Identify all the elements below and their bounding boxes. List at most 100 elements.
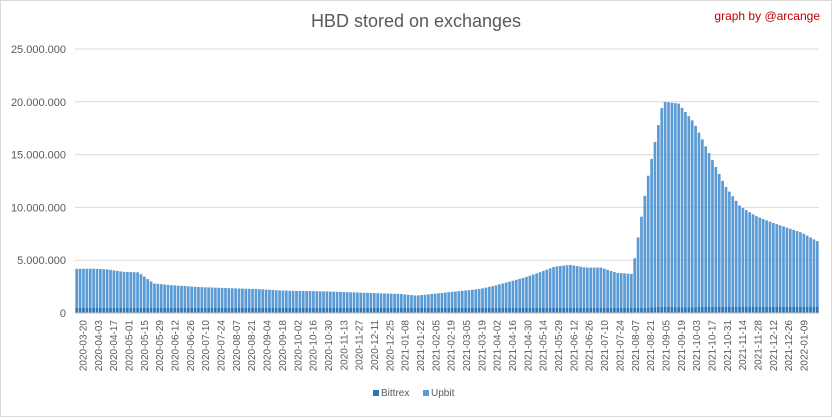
bar-bittrex [531, 307, 535, 313]
bar-upbit [511, 280, 515, 308]
bar-bittrex [423, 307, 427, 313]
bar-upbit [362, 292, 366, 308]
bar-bittrex [430, 307, 434, 313]
bar-upbit [170, 285, 173, 308]
bar-upbit [572, 265, 576, 308]
x-tick-label: 2021-02-05 [431, 320, 442, 372]
x-tick-label: 2020-07-10 [201, 320, 212, 372]
bar-upbit [183, 286, 187, 308]
bar-bittrex [85, 307, 89, 313]
bar-upbit [393, 293, 396, 308]
bar-upbit [579, 266, 582, 308]
bar-upbit [369, 292, 373, 308]
bar-bittrex [193, 307, 197, 313]
bar-upbit [548, 268, 552, 308]
bar-bittrex [613, 307, 616, 313]
x-tick-label: 2021-03-05 [462, 320, 473, 372]
x-axis-ticks: 2020-03-20 2020-04-03 2020-04-17 2020-05-01… [79, 320, 811, 372]
bar-bittrex [734, 306, 738, 313]
x-tick-label: 2021-04-02 [493, 320, 504, 372]
x-tick-label: 2021-02-19 [447, 320, 458, 372]
bar-upbit [633, 258, 637, 308]
bar-upbit [210, 287, 214, 308]
x-tick-label: 2021-07-24 [615, 320, 626, 372]
bar-upbit [410, 295, 413, 308]
bar-bittrex [241, 307, 244, 313]
x-tick-label: 2020-05-15 [140, 320, 151, 372]
bar-bittrex [413, 307, 417, 313]
bar-upbit [237, 288, 241, 308]
x-tick-label: 2021-11-28 [753, 320, 764, 371]
bar-bittrex [761, 306, 765, 313]
bar-bittrex [247, 307, 251, 313]
bar-bittrex [403, 307, 407, 313]
bar-upbit [508, 281, 511, 308]
bar-bittrex [542, 307, 545, 313]
bar-bittrex [132, 307, 136, 313]
bar-bittrex [410, 307, 413, 313]
credit-label: graph by @arcange [714, 9, 820, 23]
bar-bittrex [728, 306, 731, 313]
bar-bittrex [518, 307, 522, 313]
bar-bittrex [650, 307, 653, 313]
bar-upbit [721, 180, 724, 307]
bar-bittrex [257, 307, 261, 313]
bar-upbit [345, 292, 349, 308]
bar-bittrex [582, 307, 586, 313]
bar-upbit [704, 146, 708, 307]
bar-bittrex [396, 307, 400, 313]
bar-bittrex [460, 307, 464, 313]
bar-upbit [815, 241, 819, 307]
bar-bittrex [626, 307, 630, 313]
bar-upbit [694, 125, 697, 308]
x-tick-label: 2022-01-09 [800, 320, 811, 372]
bar-bittrex [521, 307, 525, 313]
bar-bittrex [318, 307, 322, 313]
bar-upbit [241, 288, 244, 308]
x-tick-label: 2021-10-31 [723, 320, 734, 372]
bar-bittrex [268, 307, 271, 313]
bar-bittrex [555, 307, 559, 313]
bar-bittrex [298, 307, 302, 313]
bar-upbit [190, 286, 194, 308]
bar-upbit [460, 290, 464, 308]
x-tick-label: 2020-05-29 [155, 320, 166, 372]
bar-upbit [159, 284, 163, 308]
x-tick-label: 2020-09-18 [278, 320, 289, 372]
bar-bittrex [197, 307, 200, 313]
bar-bittrex [558, 307, 562, 313]
bar-bittrex [579, 307, 582, 313]
bar-bittrex [606, 307, 609, 313]
bar-bittrex [707, 306, 711, 313]
bar-bittrex [653, 307, 657, 313]
bar-bittrex [109, 307, 112, 313]
bar-bittrex [768, 306, 772, 313]
bar-upbit [494, 285, 498, 308]
bar-upbit [335, 291, 339, 308]
bar-bittrex [129, 307, 133, 313]
bar-upbit [734, 200, 738, 307]
bar-upbit [105, 269, 109, 308]
bar-bittrex [504, 307, 508, 313]
bar-bittrex [335, 307, 339, 313]
bar-upbit [623, 273, 626, 308]
bar-bittrex [312, 307, 315, 313]
bar-bittrex [741, 306, 745, 313]
bar-bittrex [457, 307, 461, 313]
bar-bittrex [322, 307, 325, 313]
bar-upbit [376, 293, 380, 308]
legend: Bittrex Upbit [373, 388, 455, 399]
bar-bittrex [778, 306, 782, 313]
bar-bittrex [136, 307, 139, 313]
bar-upbit [383, 293, 386, 308]
bar-bittrex [646, 307, 650, 313]
bar-upbit [440, 292, 444, 308]
bar-upbit [386, 293, 390, 308]
bar-upbit [200, 287, 204, 308]
bar-bittrex [525, 307, 528, 313]
bar-bittrex [122, 307, 126, 313]
bar-bittrex [261, 307, 265, 313]
y-tick-label: 0 [60, 308, 66, 320]
bar-upbit [467, 290, 471, 308]
x-tick-label: 2021-12-26 [784, 320, 795, 372]
